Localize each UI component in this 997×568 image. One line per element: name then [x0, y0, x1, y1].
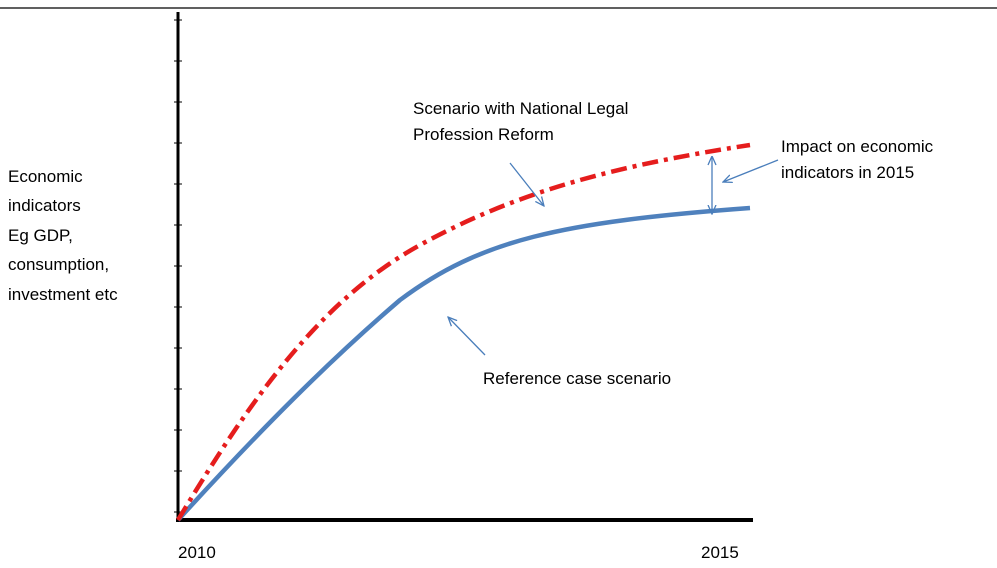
annotation: indicators in 2015 [781, 163, 914, 182]
annotation: Scenario with National Legal [413, 99, 628, 118]
y-axis-label: investment etc [8, 285, 118, 304]
y-axis-label: Eg GDP, [8, 226, 73, 245]
annotation: Profession Reform [413, 125, 554, 144]
x-label: 2015 [701, 543, 739, 562]
annotation: Reference case scenario [483, 369, 671, 388]
reform-arrow [509, 162, 544, 206]
reference-curve [176, 205, 751, 522]
x-label: 2010 [178, 543, 216, 562]
reference-arrow [448, 317, 486, 356]
y-axis-label: indicators [8, 196, 81, 215]
annotation: Impact on economic [781, 137, 934, 156]
y-minor-ticks [174, 19, 182, 513]
reform-curve [176, 142, 751, 522]
impact-arrow [723, 159, 779, 182]
y-axis-label: consumption, [8, 255, 109, 274]
y-axis-label: Economic [8, 167, 83, 186]
